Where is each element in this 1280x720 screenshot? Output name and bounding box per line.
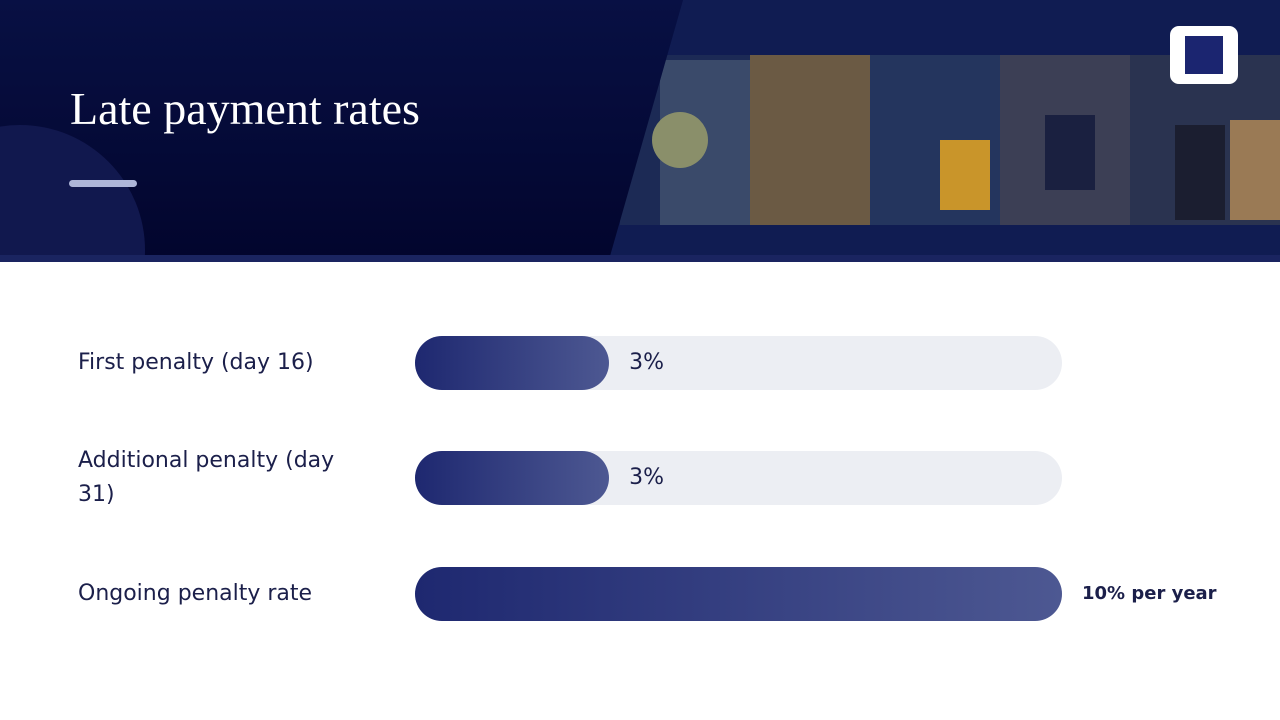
photo <box>620 55 1280 225</box>
category-label: Additional penalty (day 31) <box>78 448 335 507</box>
chart-title: Late payment rates <box>70 83 420 134</box>
bar <box>415 336 610 390</box>
bar <box>415 451 610 505</box>
data-label: 10% per year <box>1082 583 1217 604</box>
header <box>0 0 1280 262</box>
header-panel <box>0 0 683 256</box>
bar <box>415 567 1062 621</box>
logo-mark <box>1185 36 1223 74</box>
category-label: First penalty (day 16) <box>78 350 314 375</box>
header-stripe <box>0 255 1280 262</box>
data-label: 3% <box>629 465 664 490</box>
data-label: 3% <box>629 350 664 375</box>
decor-circle <box>0 125 145 262</box>
header-shade <box>0 0 683 256</box>
category-label: Ongoing penalty rate <box>78 581 313 606</box>
title-underline <box>69 180 137 187</box>
